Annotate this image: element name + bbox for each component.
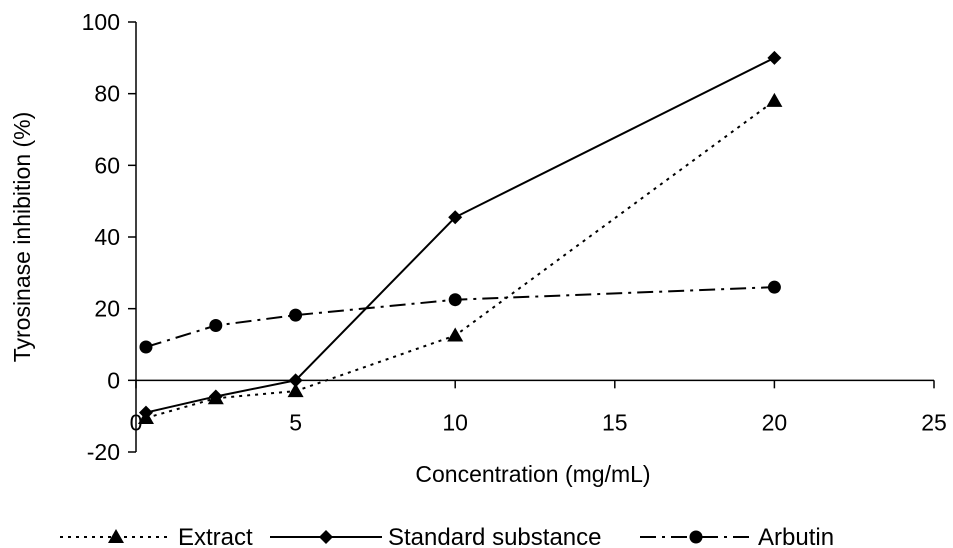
series-standard-substance [138, 50, 782, 420]
data-point [289, 308, 303, 322]
y-tick-label: 100 [82, 9, 120, 35]
legend-item: Arbutin [640, 524, 834, 548]
legend-label: Arbutin [758, 524, 834, 548]
legend-label: Standard substance [388, 524, 601, 548]
y-tick-label: 60 [94, 152, 120, 178]
series-line [145, 56, 775, 414]
data-point [138, 405, 153, 420]
data-point [287, 383, 304, 398]
x-tick-label: 10 [442, 409, 468, 435]
y-tick-label: 80 [94, 81, 120, 107]
x-axis-title: Concentration (mg/mL) [415, 461, 650, 487]
data-point [448, 293, 462, 307]
series-layer [137, 50, 783, 424]
data-point [208, 389, 223, 404]
x-ticks: 0 5 10 15 20 25 [130, 380, 947, 435]
legend-marker [108, 529, 124, 543]
axes: -20 0 20 40 60 80 100 0 5 10 15 20 25 [82, 9, 947, 465]
y-tick-label: 40 [94, 224, 120, 250]
legend: Extract Standard substance Arbutin [60, 524, 834, 548]
y-tick-label: -20 [87, 439, 120, 465]
series-arbutin [139, 280, 781, 354]
legend-item: Extract [60, 524, 253, 548]
x-tick-label: 5 [289, 409, 302, 435]
series-line [145, 100, 775, 419]
data-point [767, 50, 782, 65]
legend-item: Standard substance [270, 524, 601, 548]
x-tick-label: 25 [921, 409, 947, 435]
legend-label: Extract [178, 524, 253, 548]
x-tick-label: 0 [130, 409, 143, 435]
data-point [766, 92, 783, 107]
y-tick-label: 20 [94, 296, 120, 322]
y-tick-label: 0 [107, 367, 120, 393]
y-ticks: -20 0 20 40 60 80 100 [82, 9, 136, 465]
data-point [447, 327, 464, 342]
data-point [767, 280, 781, 294]
x-tick-label: 20 [762, 409, 788, 435]
series-extract [137, 92, 783, 424]
legend-marker [319, 530, 333, 544]
y-axis-title: Tyrosinase inhibition (%) [9, 112, 35, 363]
data-point [288, 373, 303, 388]
data-point [139, 340, 153, 354]
data-point [209, 319, 223, 333]
x-tick-label: 15 [602, 409, 628, 435]
data-point [448, 210, 463, 225]
legend-marker [689, 530, 703, 544]
